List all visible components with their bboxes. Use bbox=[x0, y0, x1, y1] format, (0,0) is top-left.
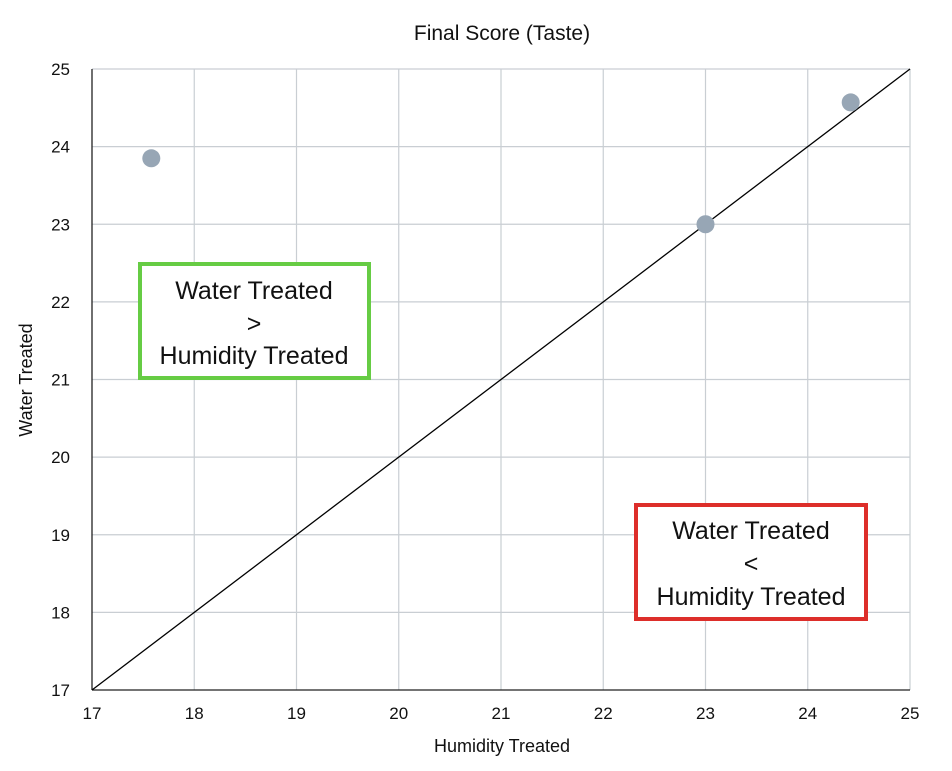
x-tick-label: 23 bbox=[696, 704, 715, 723]
data-point bbox=[697, 215, 715, 233]
data-point bbox=[142, 149, 160, 167]
y-tick-label: 20 bbox=[51, 448, 70, 467]
x-tick-label: 25 bbox=[901, 704, 920, 723]
y-tick-label: 21 bbox=[51, 371, 70, 390]
x-tick-label: 20 bbox=[389, 704, 408, 723]
y-tick-label: 17 bbox=[51, 681, 70, 700]
y-tick-label: 18 bbox=[51, 603, 70, 622]
y-tick-label: 23 bbox=[51, 215, 70, 234]
y-axis-label: Water Treated bbox=[16, 323, 36, 436]
chart-title: Final Score (Taste) bbox=[414, 22, 590, 45]
data-point bbox=[842, 93, 860, 111]
x-tick-label: 22 bbox=[594, 704, 613, 723]
annotation-water-greater-line-2: > bbox=[247, 310, 262, 338]
x-axis-label: Humidity Treated bbox=[434, 736, 570, 756]
y-tick-label: 25 bbox=[51, 60, 70, 79]
x-tick-label: 21 bbox=[492, 704, 511, 723]
x-tick-labels: 17 18 19 20 21 22 23 24 25 bbox=[83, 704, 920, 723]
y-tick-label: 22 bbox=[51, 293, 70, 312]
x-tick-label: 24 bbox=[798, 704, 817, 723]
y-tick-label: 19 bbox=[51, 526, 70, 545]
annotation-water-less-box: Water Treated < Humidity Treated bbox=[636, 505, 866, 619]
annotation-water-less-line-1: Water Treated bbox=[672, 517, 829, 545]
annotation-water-greater-box: Water Treated > Humidity Treated bbox=[140, 264, 369, 378]
x-tick-label: 19 bbox=[287, 704, 306, 723]
y-tick-labels: 17 18 19 20 21 22 23 24 25 bbox=[51, 60, 70, 700]
x-tick-label: 17 bbox=[83, 704, 102, 723]
annotation-water-less-line-3: Humidity Treated bbox=[657, 583, 846, 611]
annotation-water-greater-line-1: Water Treated bbox=[175, 277, 332, 305]
annotation-water-greater-line-3: Humidity Treated bbox=[160, 342, 349, 370]
y-tick-label: 24 bbox=[51, 138, 70, 157]
annotation-water-less-line-2: < bbox=[744, 550, 759, 578]
x-tick-label: 18 bbox=[185, 704, 204, 723]
